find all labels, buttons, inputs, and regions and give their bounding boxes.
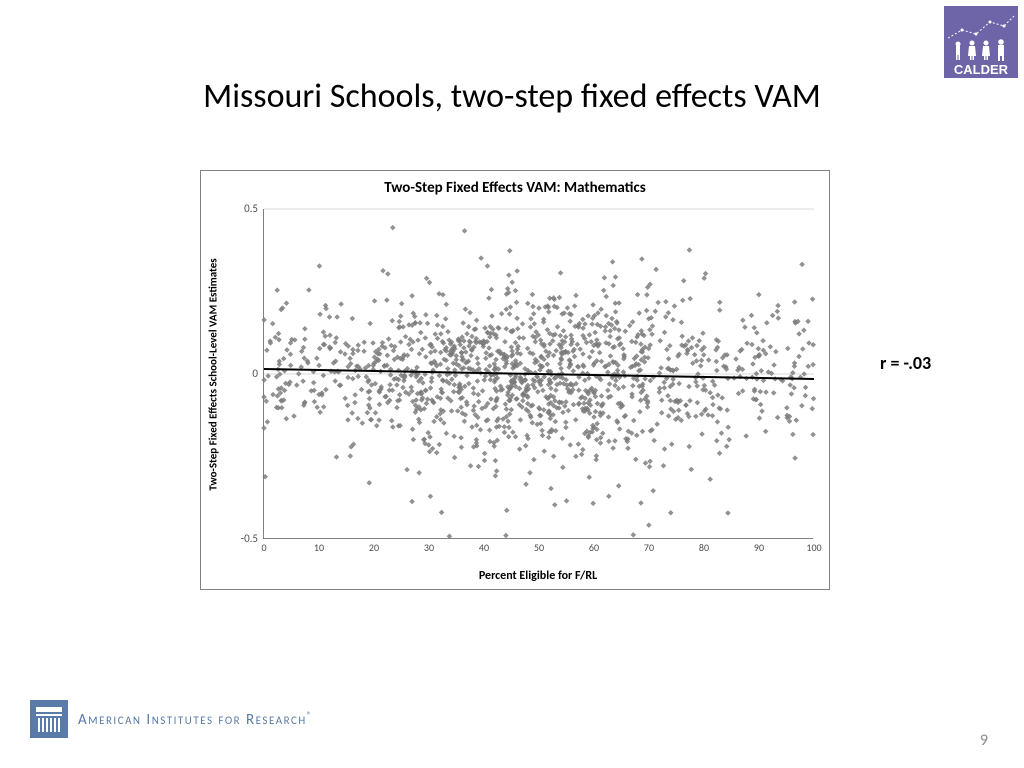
air-logo: American Institutes for Research® (30, 700, 313, 738)
y-axis-label: Two-Step Fixed Effects School-Level VAM … (205, 209, 221, 539)
air-icon (30, 700, 68, 738)
x-tick-label: 20 (364, 541, 384, 554)
scatter-points (262, 225, 816, 539)
x-tick-label: 30 (419, 541, 439, 554)
x-tick-label: 60 (584, 541, 604, 554)
y-tick-label: 0 (228, 367, 258, 380)
correlation-label: r = -.03 (880, 352, 931, 374)
x-tick-label: 70 (639, 541, 659, 554)
x-tick-label: 90 (749, 541, 769, 554)
plot-area: -0.500.5 0102030405060708090100 (263, 209, 813, 539)
x-tick-label: 0 (254, 541, 274, 554)
x-tick-label: 50 (529, 541, 549, 554)
slide-title: Missouri Schools, two-step fixed effects… (0, 76, 1024, 117)
x-axis-label: Percent Eligible for F/RL (263, 569, 813, 583)
x-tick-label: 100 (804, 541, 824, 554)
svg-text:CALDER: CALDER (954, 62, 1009, 77)
scatter-chart: Two-Step Fixed Effects VAM: Mathematics … (200, 170, 830, 590)
calder-logo: CALDER (944, 6, 1018, 78)
page-number: 9 (980, 731, 988, 750)
chart-title: Two-Step Fixed Effects VAM: Mathematics (201, 179, 829, 197)
x-tick-label: 40 (474, 541, 494, 554)
air-logo-text: American Institutes for Research® (78, 710, 313, 729)
y-tick-label: 0.5 (228, 202, 258, 215)
x-tick-label: 10 (309, 541, 329, 554)
x-tick-label: 80 (694, 541, 714, 554)
